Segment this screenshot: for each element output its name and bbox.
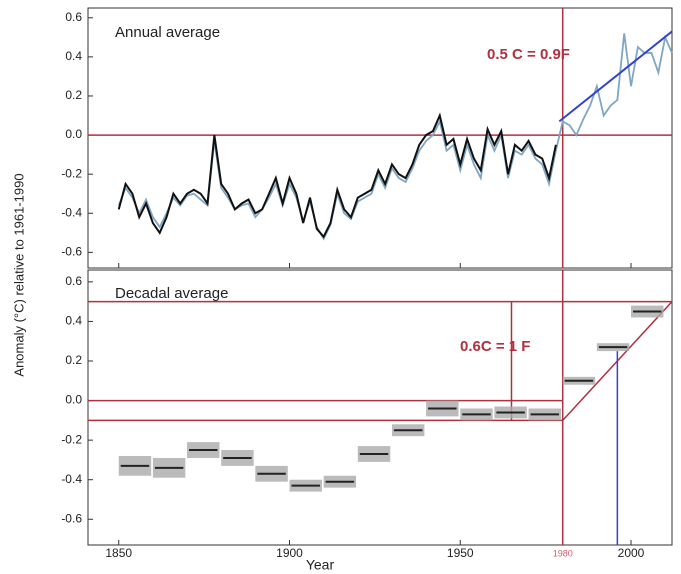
x-tick-label: 1850 — [105, 546, 132, 560]
y-tick-label: 0.2 — [65, 88, 82, 102]
x-tick-label: 1950 — [447, 546, 474, 560]
trend-line — [558, 30, 673, 123]
y-tick-label: -0.4 — [61, 472, 82, 486]
panel-frame — [87, 269, 673, 546]
y-tick-label: -0.6 — [61, 511, 82, 525]
y-tick-label: -0.4 — [61, 205, 82, 219]
annotation: 0.6C = 1 F — [460, 338, 530, 355]
y-tick-label: -0.6 — [61, 245, 82, 259]
y-tick-label: 0.6 — [65, 274, 82, 288]
annual-line — [117, 33, 673, 241]
y-tick-label: -0.2 — [61, 166, 82, 180]
annotation: 0.5 C = 0.9F — [487, 46, 570, 63]
annotation: Annual average — [115, 24, 220, 41]
y-tick-label: 0.2 — [65, 353, 82, 367]
x-tick-label: 2000 — [618, 546, 645, 560]
annotation: Decadal average — [115, 285, 228, 302]
x-axis-label: Year — [306, 557, 335, 573]
y-tick-label: 0.4 — [65, 49, 82, 63]
y-axis-label: Anomaly (°C) relative to 1961-1990 — [11, 173, 26, 376]
y-tick-label: 0.0 — [65, 393, 82, 407]
annual-line — [117, 112, 557, 239]
y-tick-label: -0.2 — [61, 432, 82, 446]
y-tick-label: 0.6 — [65, 10, 82, 24]
x-tick-label: 1900 — [276, 546, 303, 560]
y-tick-label: 0.0 — [65, 127, 82, 141]
y-tick-label: 0.4 — [65, 314, 82, 328]
panel-frame — [87, 7, 673, 269]
x-marker-label: 1980 — [553, 548, 573, 558]
